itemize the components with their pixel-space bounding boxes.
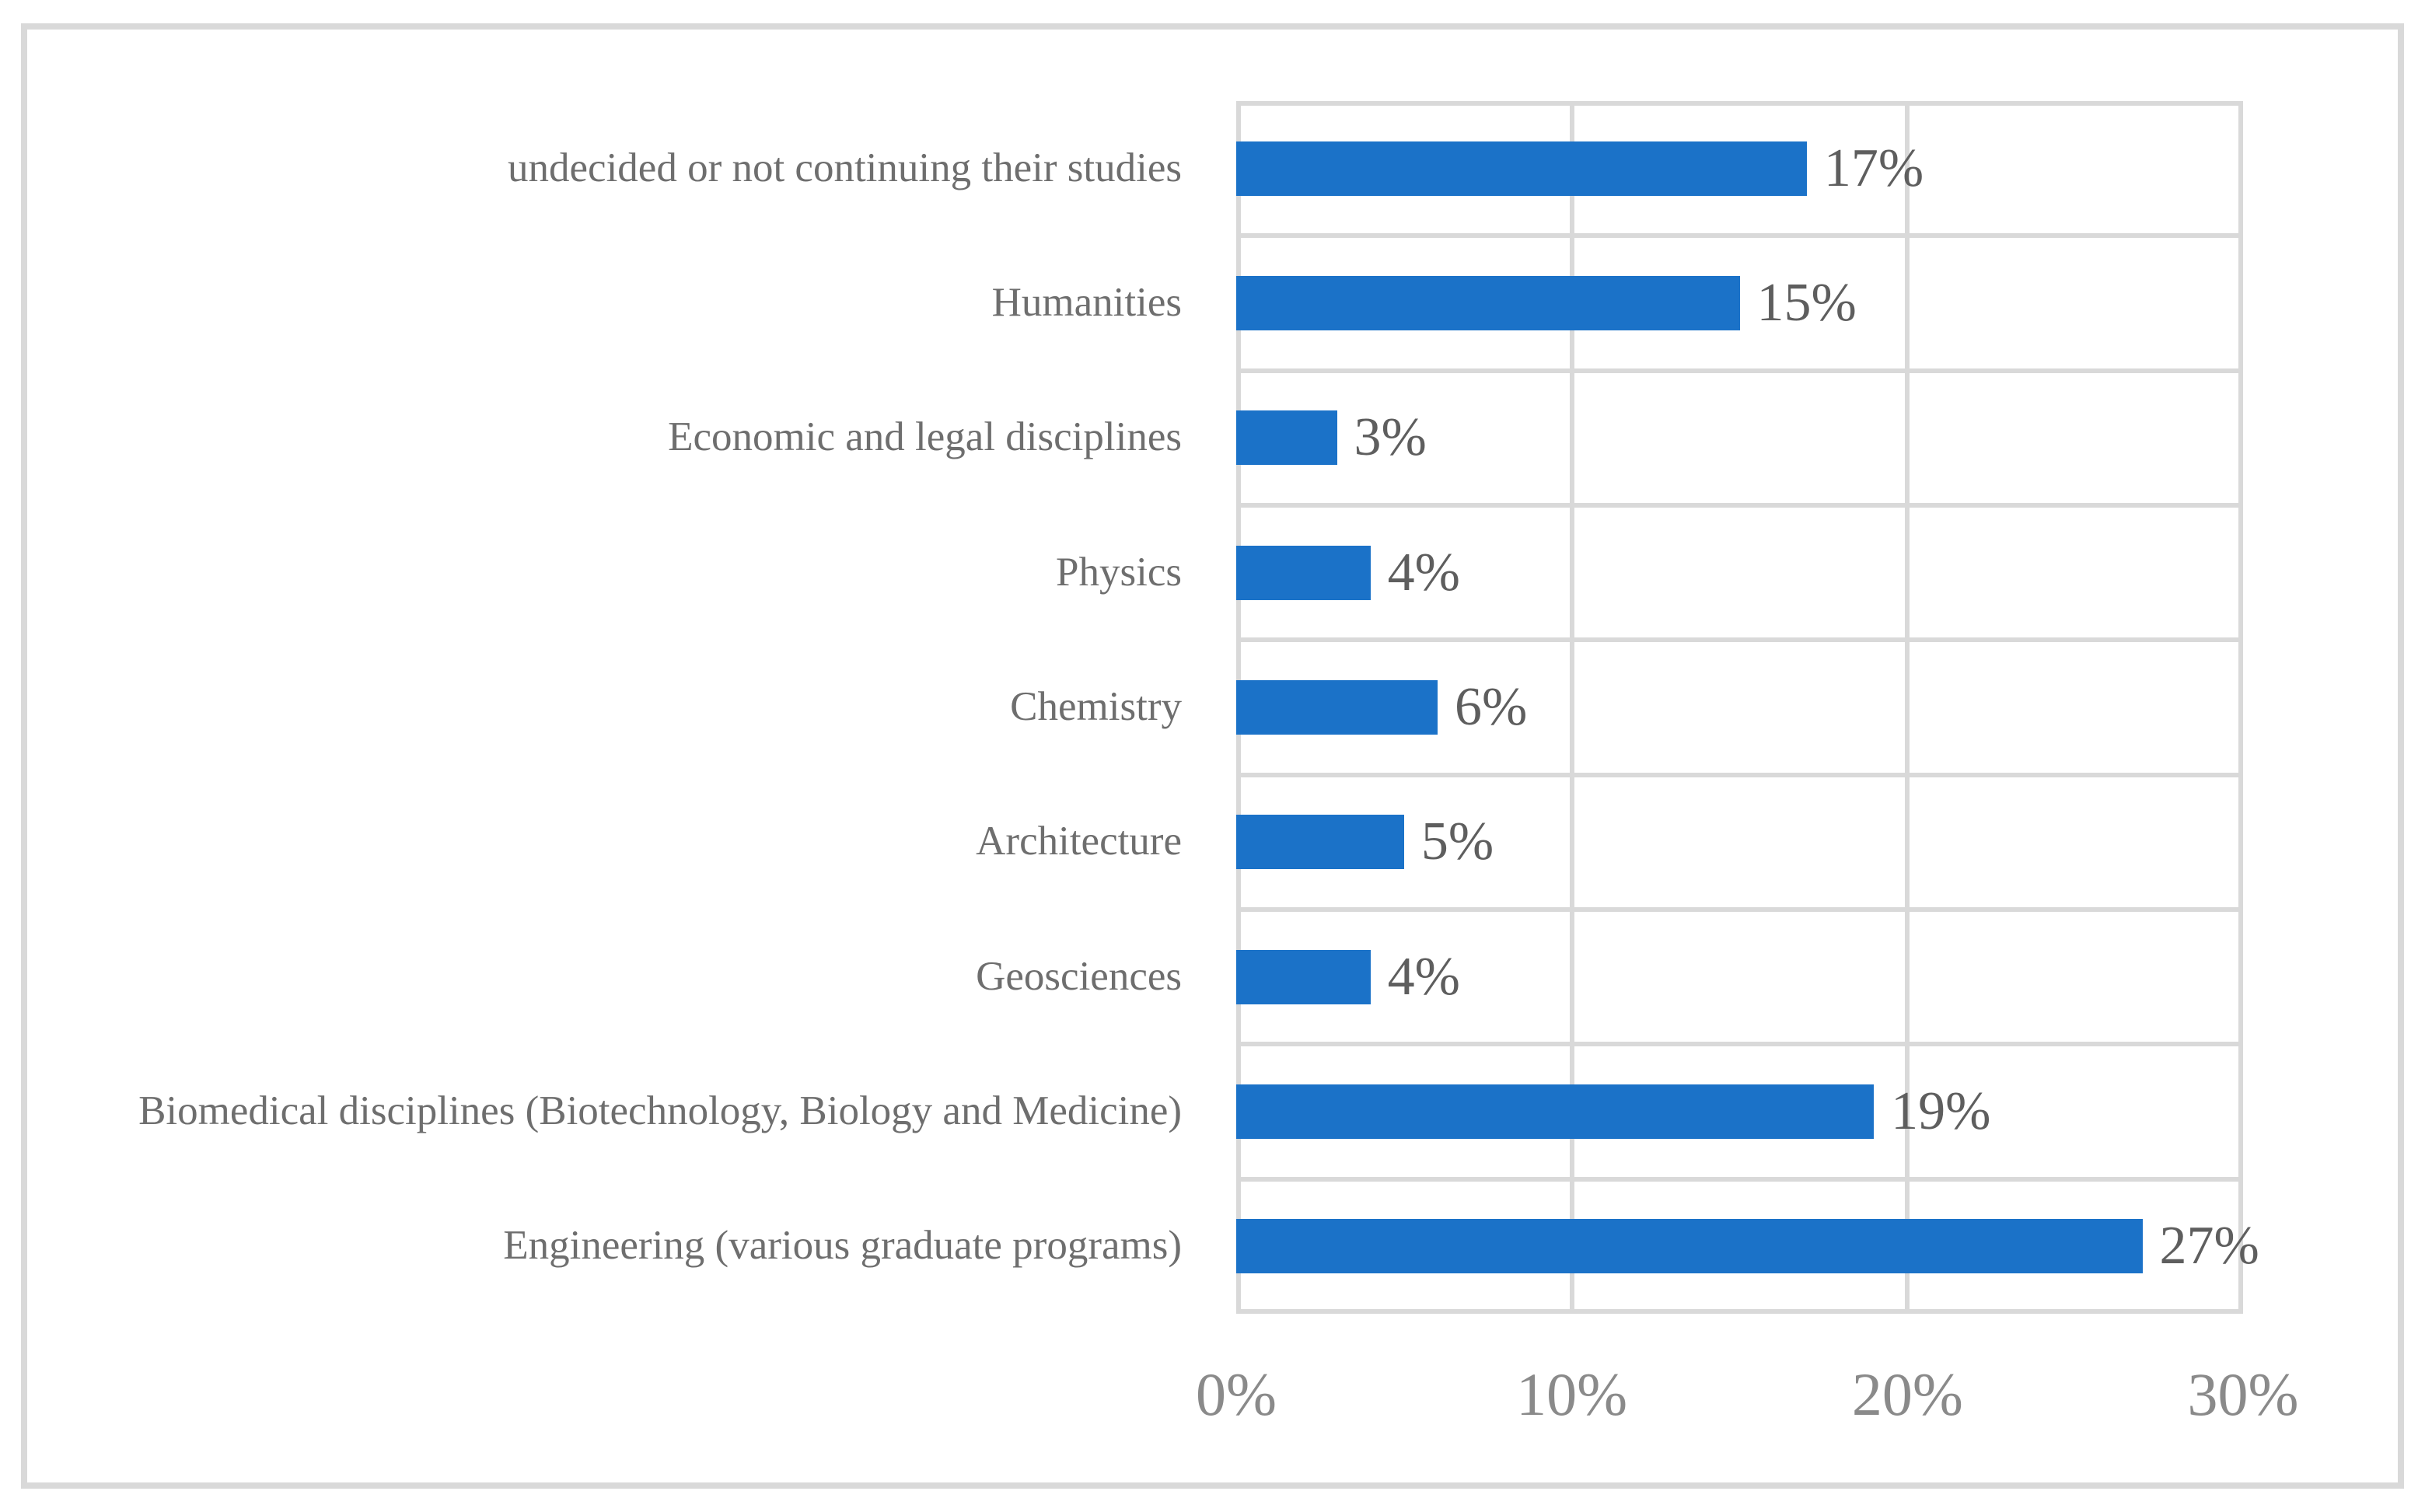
bar [1236, 815, 1404, 870]
horizontal-gridline [1236, 637, 2243, 643]
bar [1236, 1219, 2143, 1274]
horizontal-gridline [1236, 772, 2243, 777]
category-label: Economic and legal disciplines [668, 414, 1182, 460]
horizontal-gridline [1236, 503, 2243, 508]
horizontal-gridline [1236, 368, 2243, 373]
category-label: Engineering (various graduate programs) [503, 1223, 1182, 1269]
category-label: Geosciences [976, 953, 1182, 999]
horizontal-gridline [1236, 1176, 2243, 1182]
value-label: 27% [2159, 1216, 2259, 1276]
bar [1236, 949, 1371, 1004]
category-label: Humanities [991, 280, 1182, 326]
x-tick-label: 30% [2187, 1360, 2299, 1428]
bar [1236, 1084, 1875, 1139]
value-label: 4% [1387, 542, 1460, 602]
value-label: 15% [1756, 273, 1857, 333]
category-label: undecided or not continuing their studie… [508, 145, 1182, 190]
x-tick-label: 20% [1851, 1360, 1963, 1428]
value-label: 3% [1354, 407, 1427, 468]
value-label: 4% [1387, 946, 1460, 1007]
value-label: 6% [1455, 677, 1528, 737]
vertical-gridline [1905, 101, 1910, 1314]
value-label: 17% [1823, 138, 1924, 198]
category-label: Biomedical disciplines (Biotechnology, B… [138, 1088, 1182, 1134]
category-label: Physics [1056, 549, 1182, 595]
x-tick-label: 10% [1516, 1360, 1628, 1428]
horizontal-gridline [1236, 907, 2243, 912]
horizontal-gridline [1236, 1042, 2243, 1047]
x-tick-label: 0% [1196, 1360, 1277, 1428]
bar [1236, 276, 1740, 330]
bar [1236, 545, 1371, 600]
value-label: 5% [1420, 812, 1494, 872]
vertical-gridline [1569, 101, 1574, 1314]
horizontal-gridline [1236, 233, 2243, 239]
category-label: Architecture [976, 819, 1182, 864]
figure-border [21, 23, 2404, 1489]
value-label: 19% [1891, 1081, 1991, 1141]
bar [1236, 141, 1807, 196]
category-label: Chemistry [1010, 684, 1182, 730]
bar [1236, 410, 1337, 466]
bar [1236, 680, 1438, 735]
